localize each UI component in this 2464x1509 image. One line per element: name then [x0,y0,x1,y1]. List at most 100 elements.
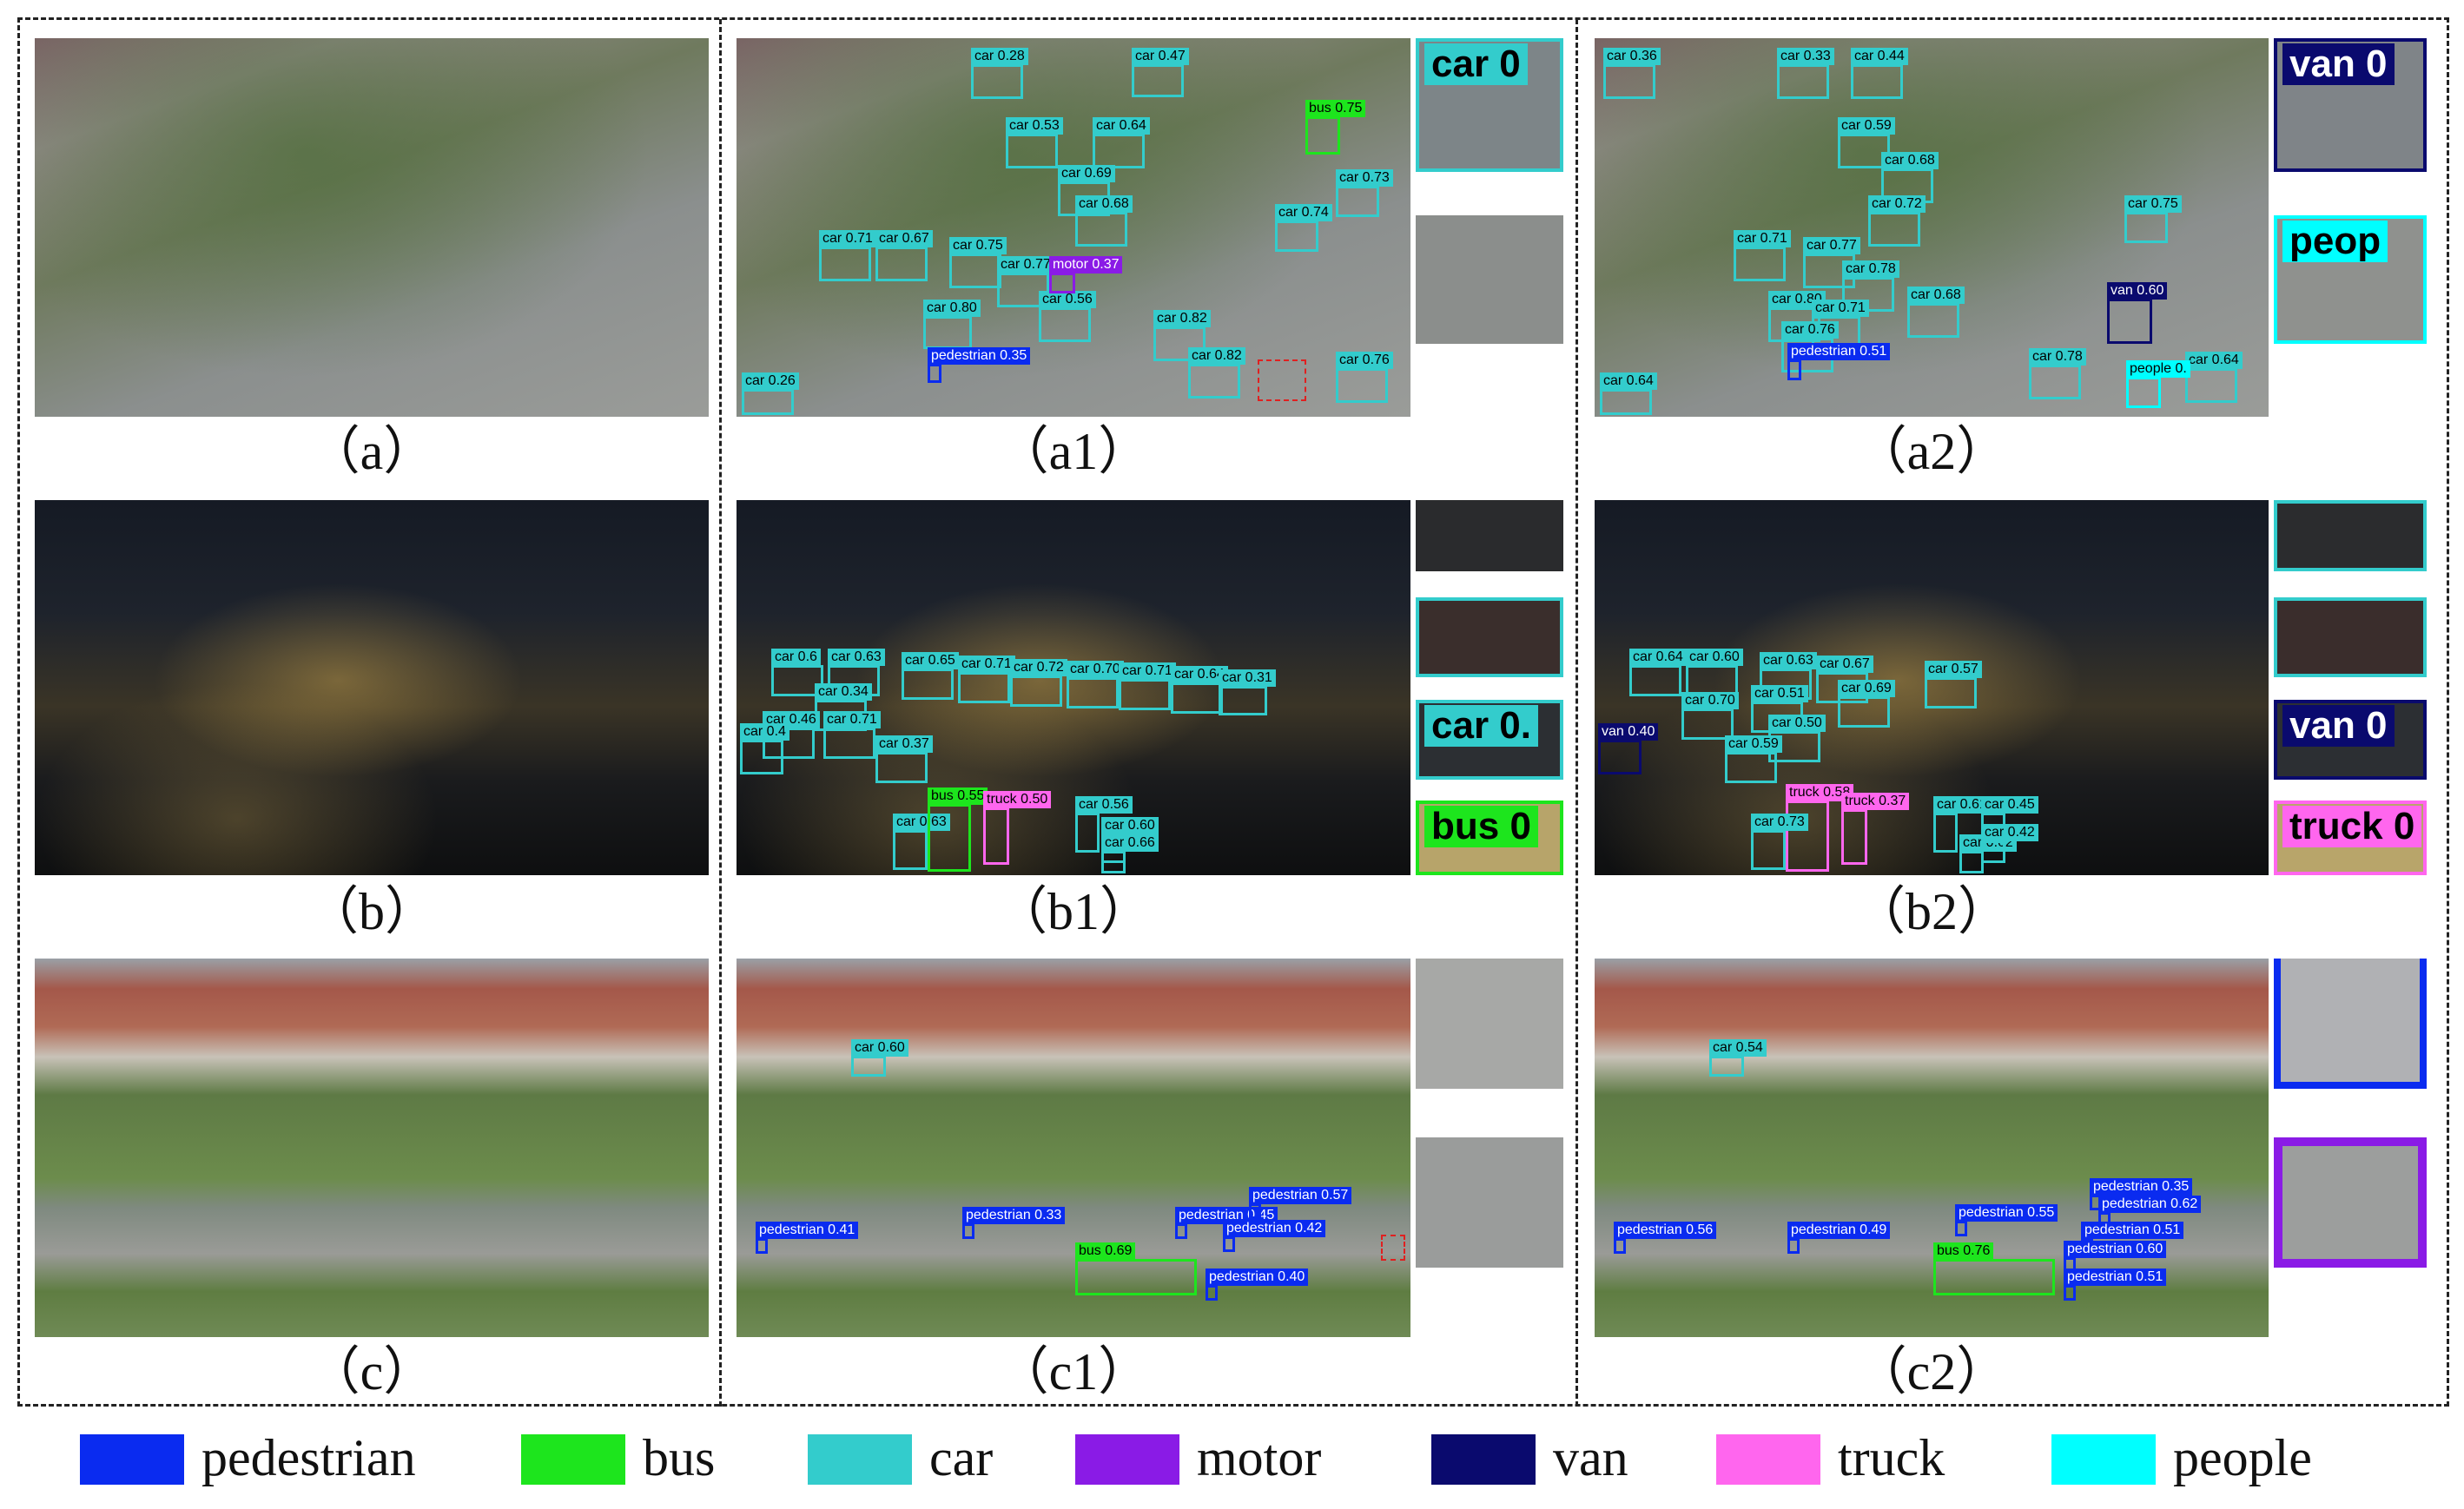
detection-box: people 0. [2126,360,2190,408]
image-b1: car 0.6 car 0.63 car 0.65 car 0.71 car 0… [737,500,1410,875]
detection-box: car 0.72 [1868,195,1926,247]
zoom-crop-c1-top [1416,959,1563,1089]
detection-box: car 0.75 [2124,195,2182,243]
detection-box: bus 0.76 [1933,1242,2055,1295]
detection-box: car 0.78 [2029,348,2086,399]
detection-box: truck 0.37 [1841,793,1910,865]
zoom-crop-b2-fourth: truck 0 [2274,801,2427,875]
detection-box: car 0.73 [1336,169,1393,217]
detection-box: car 0.61 [1933,796,1991,853]
detection-box: car 0.71 [823,711,881,759]
caption-c: （c） [307,1343,436,1400]
detection-box: car 0.68 [1075,195,1133,247]
legend-swatch [521,1434,625,1485]
image-c [35,959,709,1337]
detection-box: pedestrian 0.49 [1787,1222,1891,1254]
detection-box: car 0.67 [875,230,933,281]
divider-left [719,19,722,1407]
detection-box: car 0.31 [1219,669,1276,715]
detection-box: motor 0.37 [1049,256,1123,293]
legend-label: truck [1838,1429,1945,1486]
detection-box: pedestrian 0.41 [756,1222,859,1254]
zoom-crop-b1-fourth: bus 0 [1416,801,1563,875]
detection-box: car 0.59 [1725,735,1782,783]
detection-box: car 0.67 [1816,656,1873,703]
legend-label: van [1553,1429,1628,1486]
detection-box: car 0.68 [1881,152,1939,203]
caption-b: （b） [307,883,437,940]
detection-box: car 0.64 [1171,666,1228,714]
detection-box: car 0.54 [1709,1039,1767,1077]
detection-box: car 0.73 [1751,814,1808,870]
detection-box: pedestrian 0.45 [1175,1207,1278,1239]
divider-right [1576,19,1578,1407]
detection-box: truck 0.58 [1786,784,1854,872]
detection-box: pedestrian 0.51 [1787,343,1891,380]
detection-box: pedestrian 0.42 [1223,1220,1326,1252]
detection-box: pedestrian 0.40 [1206,1268,1309,1301]
detection-box: pedestrian 0.57 [1249,1187,1352,1219]
caption-a: （a） [307,423,436,480]
detection-box: car 0.64 [1629,649,1687,696]
caption-c2: （c2） [1854,1343,2009,1400]
zoom-crop-c2-bottom [2274,1137,2427,1268]
detection-box: car 0.75 [949,237,1007,288]
zoom-region [1381,1235,1405,1261]
image-b2: car 0.64 car 0.60 car 0.63 car 0.67 car … [1595,500,2269,875]
detection-box: pedestrian 0.35 [928,347,1031,383]
legend-label: bus [643,1429,716,1486]
detection-box: car 0.82 [1153,310,1211,361]
legend-label: people [2173,1429,2312,1486]
zoom-crop-a2-top: van 0 [2274,38,2427,172]
legend-label: pedestrian [201,1429,416,1486]
detection-box: car 0.42 [1981,824,2038,863]
detection-box: car 0.64 [1093,117,1150,168]
image-a1: car 0.28 car 0.47 car 0.53 car 0.64 car … [737,38,1410,417]
zoom-crop-c1-bottom [1416,1137,1563,1268]
detection-box: car 0.82 [1188,347,1245,399]
detection-box: van 0.40 [1598,723,1659,774]
detection-box: car 0.59 [1838,117,1895,168]
zoom-crop-b2-first [2274,500,2427,571]
zoom-crop-c2-top [2274,959,2427,1089]
zoom-crop-a2-bottom: peop [2274,215,2427,344]
zoom-crop-a1-top: car 0 [1416,38,1563,172]
image-b [35,500,709,875]
detection-box: pedestrian 0.51 [2064,1268,2167,1301]
detection-box: car 0.64 [2185,352,2243,403]
detection-box: car 0.60 [1101,817,1159,863]
image-c2: car 0.54 pedestrian 0.35 pedestrian 0.62… [1595,959,2269,1337]
detection-box: car 0.65 [902,652,959,700]
detection-box: car 0.80 [1768,291,1826,342]
detection-box: car 0.80 [923,300,981,349]
detection-box: car 0.6 [771,649,823,696]
detection-box: bus 0.55 [928,787,988,872]
zoom-crop-b2-third: van 0 [2274,700,2427,780]
legend-swatch [2051,1434,2156,1485]
image-a [35,38,709,417]
detection-box: car 0.71 [958,656,1015,703]
zoom-crop-b1-third: car 0. [1416,700,1563,780]
detection-box: car 0.76 [1336,352,1393,403]
detection-box: car 0.69 [1838,680,1895,728]
legend-swatch [808,1434,912,1485]
detection-box: car 0.60 [851,1039,908,1077]
detection-box: pedestrian 0.55 [1955,1204,2058,1236]
detection-box: car 0.71 [819,230,876,281]
detection-box: car 0.63 [893,814,950,870]
caption-c1: （c1） [996,1343,1151,1400]
detection-box: car 0.4 [740,723,789,774]
detection-box: bus 0.69 [1075,1242,1197,1295]
detection-box: car 0.70 [1067,661,1124,708]
legend-swatch [1431,1434,1536,1485]
figure-frame [17,17,2449,1407]
detection-box: pedestrian 0.60 [2064,1241,2167,1273]
detection-box: car 0.50 [1768,715,1826,762]
detection-box: car 0.36 [1603,48,1661,99]
detection-box: car 0.76 [1781,321,1839,372]
zoom-crop-b1-first [1416,500,1563,571]
detection-box: car 0.77 [997,256,1054,307]
detection-box: pedestrian 0.56 [1614,1222,1717,1254]
detection-box: car 0.44 [1851,48,1908,99]
detection-box: car 0.77 [1803,237,1860,288]
